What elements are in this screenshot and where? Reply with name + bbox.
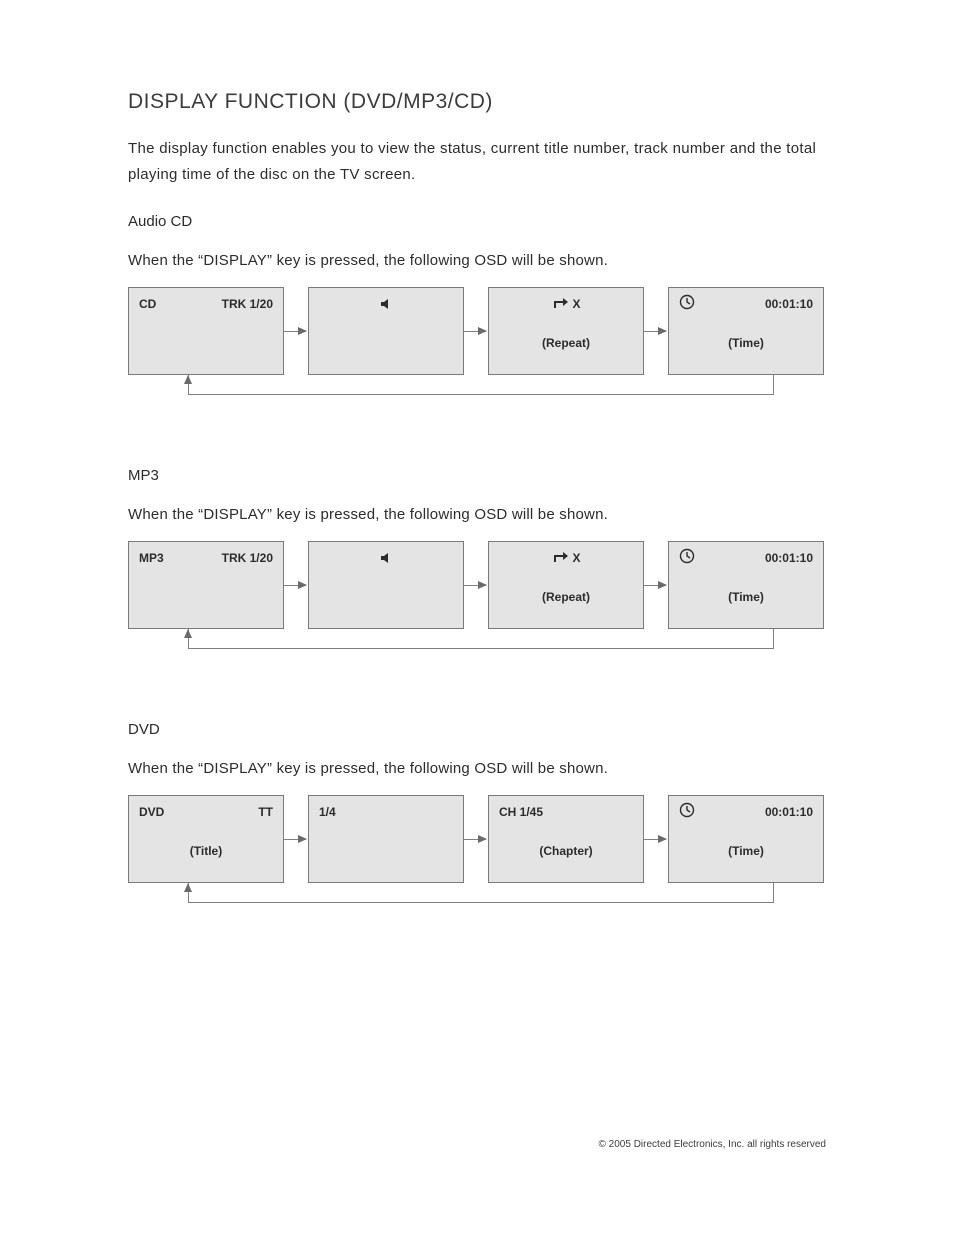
box-bottom-label: (Title) — [139, 844, 273, 858]
repeat-icon — [551, 551, 569, 565]
return-line — [188, 629, 774, 649]
section-mp3: MP3 When the “DISPLAY” key is pressed, t… — [128, 467, 826, 681]
box-left-label: CD — [139, 297, 156, 311]
box-right-label: 00:01:10 — [765, 297, 813, 311]
osd-box: CD TRK 1/20 — [128, 287, 284, 375]
osd-box — [308, 541, 464, 629]
osd-box: 1/4 — [308, 795, 464, 883]
arrow-icon — [644, 331, 666, 332]
diagram-dvd: DVD TT (Title) 1/4 CH 1/45 (Chapter) 00:01:10 (… — [128, 795, 828, 935]
diagram-audio-cd: CD TRK 1/20 X (Repeat) 00:01:10 (Time) — [128, 287, 828, 427]
box-left-label: 1/4 — [319, 805, 336, 819]
arrow-icon — [464, 839, 486, 840]
clock-icon — [679, 294, 695, 310]
osd-box: DVD TT (Title) — [128, 795, 284, 883]
osd-box: CH 1/45 (Chapter) — [488, 795, 644, 883]
box-right-label: 00:01:10 — [765, 551, 813, 565]
arrow-icon — [464, 331, 486, 332]
arrow-icon — [644, 585, 666, 586]
clock-icon — [679, 548, 695, 564]
speaker-icon — [379, 551, 393, 565]
arrow-icon — [284, 331, 306, 332]
diagram-mp3: MP3 TRK 1/20 X (Repeat) 00:01:10 (Time) — [128, 541, 828, 681]
page-footer: © 2005 Directed Electronics, Inc. all ri… — [599, 1139, 826, 1150]
osd-box — [308, 287, 464, 375]
box-right-label: TRK 1/20 — [222, 297, 273, 311]
osd-box: X (Repeat) — [488, 541, 644, 629]
clock-icon-wrap — [679, 802, 695, 821]
arrow-icon — [284, 839, 306, 840]
box-bottom-label: (Chapter) — [499, 844, 633, 858]
box-left-label: MP3 — [139, 551, 164, 565]
osd-box: 00:01:10 (Time) — [668, 541, 824, 629]
return-arrow-icon — [184, 883, 192, 892]
osd-box: 00:01:10 (Time) — [668, 287, 824, 375]
page-title: DISPLAY FUNCTION (DVD/MP3/CD) — [128, 90, 826, 114]
clock-icon-wrap — [679, 548, 695, 567]
box-right-label: 00:01:10 — [765, 805, 813, 819]
arrow-icon — [644, 839, 666, 840]
section-text: When the “DISPLAY” key is pressed, the f… — [128, 506, 826, 523]
box-left-label: DVD — [139, 805, 164, 819]
osd-box: MP3 TRK 1/20 — [128, 541, 284, 629]
section-label: MP3 — [128, 467, 826, 484]
page-content: DISPLAY FUNCTION (DVD/MP3/CD) The displa… — [0, 0, 954, 935]
speaker-icon — [379, 297, 393, 311]
arrow-icon — [464, 585, 486, 586]
box-right-label: TT — [258, 805, 273, 819]
box-right-label: TRK 1/20 — [222, 551, 273, 565]
box-bottom-label: (Time) — [679, 590, 813, 604]
return-arrow-icon — [184, 629, 192, 638]
section-label: DVD — [128, 721, 826, 738]
box-left-label: CH 1/45 — [499, 805, 543, 819]
return-arrow-icon — [184, 375, 192, 384]
box-bottom-label: (Repeat) — [499, 590, 633, 604]
section-text: When the “DISPLAY” key is pressed, the f… — [128, 252, 826, 269]
clock-icon-wrap — [679, 294, 695, 313]
clock-icon — [679, 802, 695, 818]
section-text: When the “DISPLAY” key is pressed, the f… — [128, 760, 826, 777]
return-line — [188, 883, 774, 903]
osd-box: X (Repeat) — [488, 287, 644, 375]
section-dvd: DVD When the “DISPLAY” key is pressed, t… — [128, 721, 826, 935]
return-line — [188, 375, 774, 395]
repeat-icon — [551, 297, 569, 311]
box-right-label: X — [572, 297, 580, 311]
box-bottom-label: (Repeat) — [499, 336, 633, 350]
section-audio-cd: Audio CD When the “DISPLAY” key is press… — [128, 213, 826, 427]
box-bottom-label: (Time) — [679, 844, 813, 858]
box-bottom-label: (Time) — [679, 336, 813, 350]
osd-box: 00:01:10 (Time) — [668, 795, 824, 883]
page-description: The display function enables you to view… — [128, 136, 826, 189]
box-right-label: X — [572, 551, 580, 565]
arrow-icon — [284, 585, 306, 586]
section-label: Audio CD — [128, 213, 826, 230]
